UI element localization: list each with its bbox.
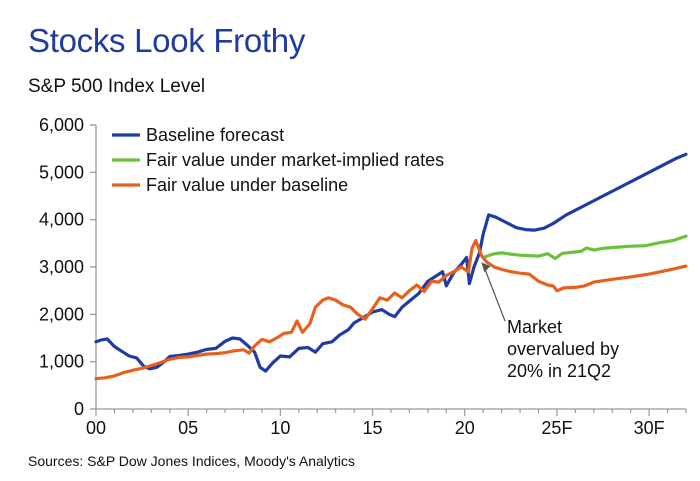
y-tick-label: 4,000 — [39, 210, 84, 230]
y-tick-label: 0 — [74, 399, 84, 419]
annotation-arrowhead — [481, 262, 491, 273]
y-tick-label: 6,000 — [39, 115, 84, 135]
series-line-3 — [94, 238, 688, 381]
legend-label: Fair value under baseline — [146, 175, 348, 195]
x-tick-label: 20 — [455, 418, 475, 438]
x-tick-label: 30F — [634, 418, 665, 438]
legend-label: Fair value under market-implied rates — [146, 150, 444, 170]
series-line-2 — [481, 234, 688, 261]
legend: Baseline forecast Fair value under market… — [112, 125, 444, 195]
chart-title: Stocks Look Frothy — [28, 22, 306, 59]
x-tick-label: 00 — [86, 418, 106, 438]
x-axis: 00 05 10 15 20 25F 30F — [86, 409, 687, 438]
y-tick-label: 3,000 — [39, 257, 84, 277]
x-tick-label: 10 — [270, 418, 290, 438]
source-note: Sources: S&P Dow Jones Indices, Moody's … — [28, 453, 355, 469]
annotation-text: overvalued by — [507, 339, 619, 359]
y-tick-label: 1,000 — [39, 352, 84, 372]
x-tick-label: 15 — [363, 418, 383, 438]
y-axis-label: S&P 500 Index Level — [28, 76, 206, 97]
annotation-text: 20% in 21Q2 — [507, 361, 611, 381]
y-tick-label: 2,000 — [39, 304, 84, 324]
x-tick-label: 25F — [541, 418, 572, 438]
legend-label: Baseline forecast — [146, 125, 284, 145]
y-tick-label: 5,000 — [39, 162, 84, 182]
y-axis: 0 1,000 2,000 3,000 4,000 5,000 6,000 — [39, 115, 96, 419]
annotation-text: Market — [507, 317, 562, 337]
series-line-1 — [94, 152, 688, 373]
annotation-arrow-line — [484, 270, 506, 322]
x-tick-label: 05 — [178, 418, 198, 438]
